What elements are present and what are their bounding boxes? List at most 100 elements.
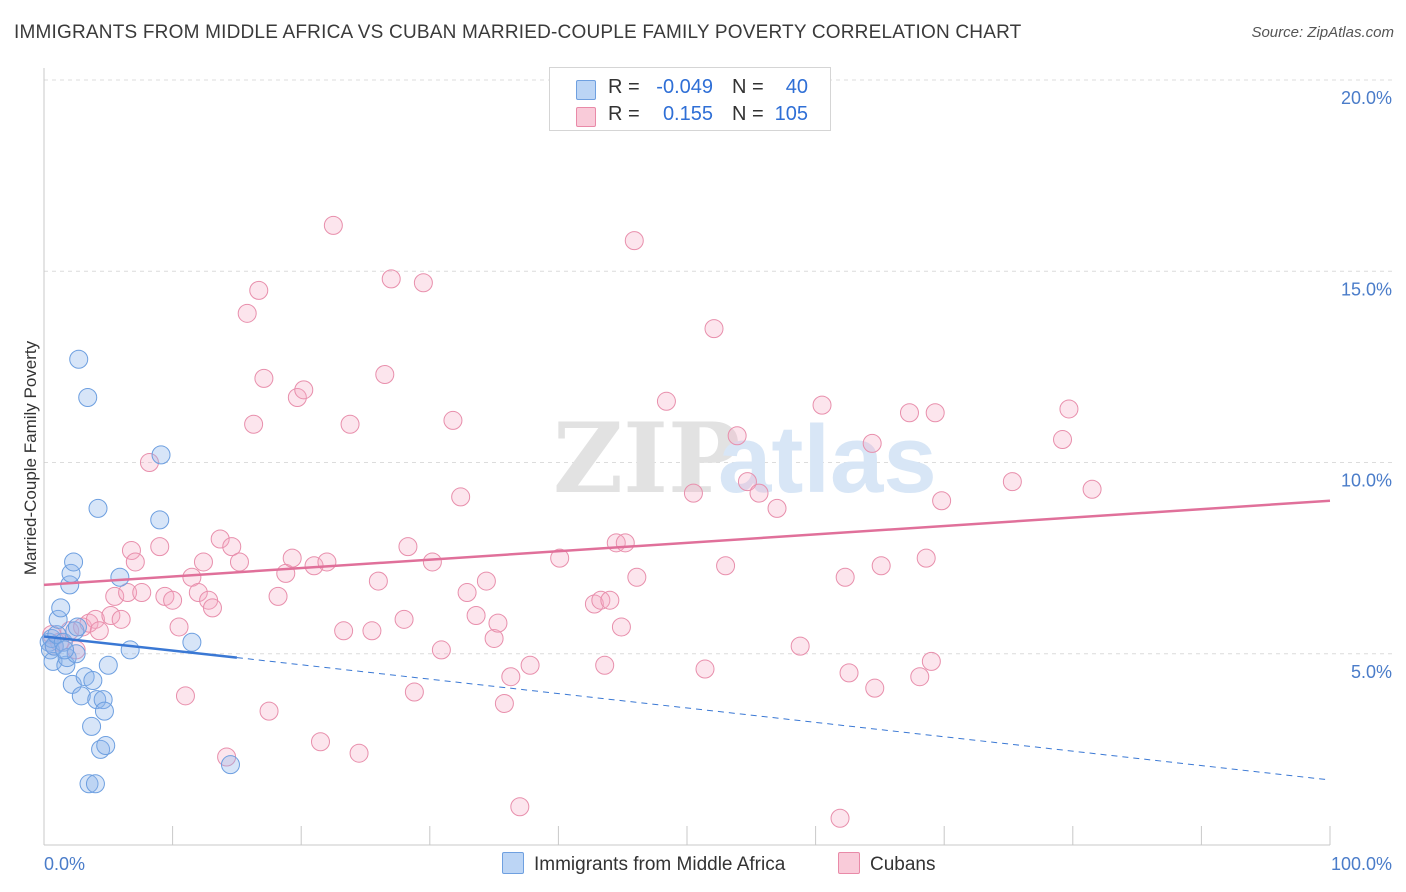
cubans-point	[495, 694, 513, 712]
cubans-point	[324, 216, 342, 234]
cubans-point	[452, 488, 470, 506]
bottom-legend-swatch-blue	[502, 852, 524, 874]
cubans-point	[90, 622, 108, 640]
legend-n-value: 40	[768, 76, 808, 99]
cubans-point	[696, 660, 714, 678]
middle-africa-point	[183, 633, 201, 651]
legend-n-label: N =	[732, 103, 764, 126]
middle-africa-point	[151, 511, 169, 529]
y-tick-label: 10.0%	[1341, 471, 1392, 491]
cubans-point	[395, 610, 413, 628]
middle-africa-point	[111, 568, 129, 586]
cubans-point	[750, 484, 768, 502]
cubans-point	[318, 553, 336, 571]
cubans-point	[238, 304, 256, 322]
cubans-point	[203, 599, 221, 617]
cubans-point	[933, 492, 951, 510]
cubans-point	[432, 641, 450, 659]
middle-africa-point	[95, 702, 113, 720]
cubans-point	[813, 396, 831, 414]
bottom-legend-item-middle-africa[interactable]: Immigrants from Middle Africa	[502, 852, 785, 876]
middle-africa-point	[65, 553, 83, 571]
cubans-point	[176, 687, 194, 705]
scatter-chart: ZIP atlas 5.0%10.0%15.0%20.0%0.0% 100.0% …	[0, 0, 1406, 892]
cubans-point	[625, 232, 643, 250]
cubans-point	[230, 553, 248, 571]
middle-africa-point	[70, 350, 88, 368]
legend-r-value: 0.155	[641, 103, 713, 126]
cubans-point	[341, 415, 359, 433]
cubans-point	[382, 270, 400, 288]
middle-africa-point	[86, 775, 104, 793]
cubans-point	[269, 587, 287, 605]
cubans-point	[295, 381, 313, 399]
cubans-point	[112, 610, 130, 628]
cubans-point	[900, 404, 918, 422]
cubans-point	[917, 549, 935, 567]
middle-africa-point	[221, 756, 239, 774]
cubans-point	[458, 584, 476, 602]
middle-africa-point	[152, 446, 170, 464]
pink-points	[43, 216, 1101, 827]
cubans-point	[250, 281, 268, 299]
cubans-point	[194, 553, 212, 571]
legend-r-label: R =	[608, 76, 640, 99]
cubans-point	[1003, 473, 1021, 491]
cubans-point	[405, 683, 423, 701]
cubans-point	[283, 549, 301, 567]
cubans-point	[245, 415, 263, 433]
cubans-point	[1083, 480, 1101, 498]
cubans-point	[768, 499, 786, 517]
middle-africa-point	[52, 599, 70, 617]
legend-swatch-pink	[576, 107, 596, 127]
middle-africa-point	[56, 641, 74, 659]
cubans-point	[831, 809, 849, 827]
x-tick-label: 0.0%	[44, 854, 85, 874]
cubans-point	[866, 679, 884, 697]
cubans-point	[521, 656, 539, 674]
cubans-point	[911, 668, 929, 686]
cubans-point	[616, 534, 634, 552]
legend-n-label: N =	[732, 76, 764, 99]
middle-africa-point	[68, 618, 86, 636]
middle-africa-point	[84, 672, 102, 690]
cubans-point	[170, 618, 188, 636]
cubans-point	[376, 366, 394, 384]
cubans-point	[601, 591, 619, 609]
cubans-point	[151, 538, 169, 556]
y-tick-label: 20.0%	[1341, 88, 1392, 108]
cubans-point	[596, 656, 614, 674]
cubans-point	[335, 622, 353, 640]
cubans-point	[467, 607, 485, 625]
bottom-legend-item-cubans[interactable]: Cubans	[838, 852, 936, 876]
y-tick-label: 15.0%	[1341, 279, 1392, 299]
watermark: ZIP atlas	[553, 402, 937, 515]
bottom-legend-swatch-pink	[838, 852, 860, 874]
middle-africa-point	[97, 737, 115, 755]
middle-africa-point	[89, 499, 107, 517]
cubans-point	[414, 274, 432, 292]
bottom-legend-label: Immigrants from Middle Africa	[534, 854, 785, 875]
cubans-point	[840, 664, 858, 682]
cubans-point	[872, 557, 890, 575]
middle-africa-point	[79, 388, 97, 406]
correlation-legend: R = -0.049 N = 40 R = 0.155 N = 105	[549, 67, 831, 131]
cubans-point	[126, 553, 144, 571]
cubans-point	[684, 484, 702, 502]
legend-row-pink: R = 0.155 N = 105	[550, 103, 830, 129]
legend-row-blue: R = -0.049 N = 40	[550, 76, 830, 102]
cubans-point	[489, 614, 507, 632]
blue-points	[40, 350, 239, 793]
cubans-point	[922, 652, 940, 670]
cubans-point	[926, 404, 944, 422]
cubans-point	[628, 568, 646, 586]
cubans-point	[164, 591, 182, 609]
cubans-point	[133, 584, 151, 602]
legend-r-label: R =	[608, 103, 640, 126]
middle-africa-point	[121, 641, 139, 659]
legend-r-value: -0.049	[641, 76, 713, 99]
cubans-point	[612, 618, 630, 636]
middle-africa-trend-extension	[237, 658, 1330, 780]
cubans-point	[728, 427, 746, 445]
cubans-point	[311, 733, 329, 751]
